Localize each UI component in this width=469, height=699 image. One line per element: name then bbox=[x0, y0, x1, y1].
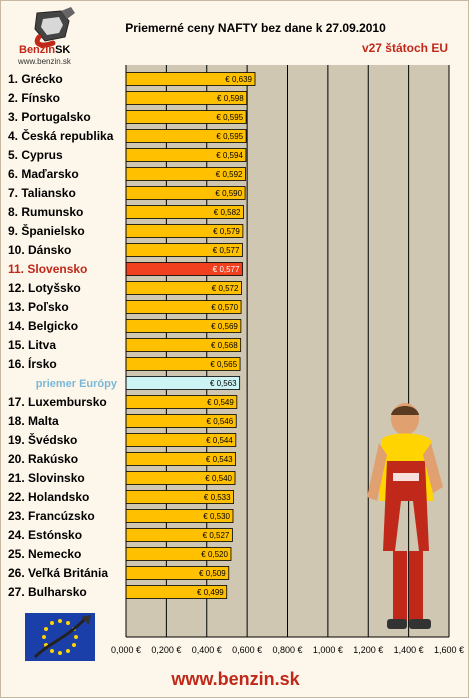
category-label: 25. Nemecko bbox=[8, 547, 81, 561]
mechanic-mascot-icon bbox=[367, 403, 443, 629]
bar-value-label: € 0,595 bbox=[216, 113, 243, 122]
bar-value-label: € 0,549 bbox=[207, 398, 234, 407]
logo-url[interactable]: www.benzin.sk bbox=[18, 57, 71, 66]
bar-value-label: € 0,544 bbox=[206, 436, 233, 445]
category-label: 22. Holandsko bbox=[8, 490, 89, 504]
category-label: 8. Rumunsko bbox=[8, 205, 83, 219]
category-label: 12. Lotyšsko bbox=[8, 281, 81, 295]
bar-value-label: € 0,520 bbox=[201, 550, 228, 559]
bar-value-label: € 0,598 bbox=[217, 94, 244, 103]
category-label: 5. Cyprus bbox=[8, 148, 63, 162]
bar-value-label: € 0,568 bbox=[211, 341, 238, 350]
category-label: 26. Veľká Británia bbox=[8, 566, 108, 580]
category-label-average: priemer Európy bbox=[36, 378, 118, 390]
x-tick-label: 0,800 € bbox=[272, 645, 302, 655]
x-tick-label: 1,600 € bbox=[434, 645, 464, 655]
bar-value-label: € 0,577 bbox=[213, 246, 240, 255]
x-tick-label: 1,400 € bbox=[394, 645, 424, 655]
x-tick-label: 1,200 € bbox=[353, 645, 383, 655]
bar-value-label: € 0,572 bbox=[212, 284, 239, 293]
bars bbox=[125, 72, 256, 599]
benzin-logo bbox=[34, 7, 75, 48]
x-tick-label: 0,400 € bbox=[192, 645, 222, 655]
bar-value-label: € 0,582 bbox=[214, 208, 241, 217]
bar-value-label: € 0,579 bbox=[213, 227, 240, 236]
x-tick-labels: 0,000 € 0,200 € 0,400 € 0,600 € 0,800 € 1,000… bbox=[111, 645, 464, 655]
chart-subtitle: v27 štátoch EU bbox=[361, 41, 448, 55]
category-label: 16. Írsko bbox=[8, 356, 57, 371]
category-label: 19. Švédsko bbox=[8, 432, 77, 447]
bar-value-label: € 0,546 bbox=[207, 417, 234, 426]
bar-value-label: € 0,540 bbox=[205, 474, 232, 483]
bar-value-label: € 0,595 bbox=[216, 132, 243, 141]
category-label: 24. Estónsko bbox=[8, 528, 82, 542]
logo-brand-suffix: SK bbox=[55, 44, 71, 56]
category-label: 1. Grécko bbox=[8, 72, 63, 86]
x-tick-label: 0,600 € bbox=[232, 645, 262, 655]
category-label: 4. Česká republika bbox=[8, 128, 114, 143]
logo-brand: BenzinSK bbox=[19, 44, 70, 56]
category-label: 2. Fínsko bbox=[8, 91, 60, 105]
category-label: 10. Dánsko bbox=[8, 243, 71, 257]
category-label: 3. Portugalsko bbox=[8, 110, 91, 124]
bar-value-label: € 0,592 bbox=[216, 170, 243, 179]
category-label: 7. Taliansko bbox=[8, 186, 76, 200]
bar-value-label: € 0,563 bbox=[210, 379, 237, 388]
bar-value-label: € 0,570 bbox=[211, 303, 238, 312]
x-tick-label: 0,000 € bbox=[111, 645, 141, 655]
bar-value-label: € 0,594 bbox=[216, 151, 243, 160]
category-label: 6. Maďarsko bbox=[8, 167, 79, 181]
category-label: 18. Malta bbox=[8, 414, 59, 428]
fuel-nozzle-icon bbox=[34, 7, 75, 48]
bar-value-label: € 0,527 bbox=[203, 531, 230, 540]
chart-title: Priemerné ceny NAFTY bez dane k 27.09.20… bbox=[125, 21, 386, 35]
category-label: 17. Luxembursko bbox=[8, 395, 107, 409]
bar-value-label: € 0,590 bbox=[215, 189, 242, 198]
category-label: 20. Rakúsko bbox=[8, 452, 78, 466]
eu-flag-icon bbox=[25, 613, 95, 661]
category-label: 9. Španielsko bbox=[8, 223, 85, 238]
x-tick-label: 1,000 € bbox=[313, 645, 343, 655]
category-label: 11. Slovensko bbox=[8, 262, 87, 276]
bar-value-label: € 0,533 bbox=[204, 493, 231, 502]
bar-value-label: € 0,639 bbox=[225, 75, 252, 84]
bar-value-label: € 0,499 bbox=[197, 588, 224, 597]
category-label: 13. Poľsko bbox=[8, 300, 69, 314]
category-label: 23. Francúzsko bbox=[8, 509, 95, 523]
bar-value-label: € 0,565 bbox=[210, 360, 237, 369]
x-tick-label: 0,200 € bbox=[151, 645, 181, 655]
category-label: 15. Litva bbox=[8, 338, 56, 352]
category-label: 14. Belgicko bbox=[8, 319, 78, 333]
category-label: 27. Bulharsko bbox=[8, 585, 87, 599]
bar-value-label: € 0,569 bbox=[211, 322, 238, 331]
bar-value-labels: € 0,639 € 0,598 € 0,595 € 0,595 € 0,594 € 0,5… bbox=[197, 75, 253, 597]
bar-value-label: € 0,530 bbox=[203, 512, 230, 521]
logo-brand-name: Benzin bbox=[19, 44, 56, 56]
category-labels: 1. Grécko 2. Fínsko 3. Portugalsko 4. Česká… bbox=[8, 72, 118, 599]
footer-url[interactable]: www.benzin.sk bbox=[171, 669, 300, 689]
category-label: 21. Slovinsko bbox=[8, 471, 85, 485]
bar-value-label: € 0,509 bbox=[199, 569, 226, 578]
bar-value-label: € 0,543 bbox=[206, 455, 233, 464]
bar-value-label: € 0,577 bbox=[213, 265, 240, 274]
